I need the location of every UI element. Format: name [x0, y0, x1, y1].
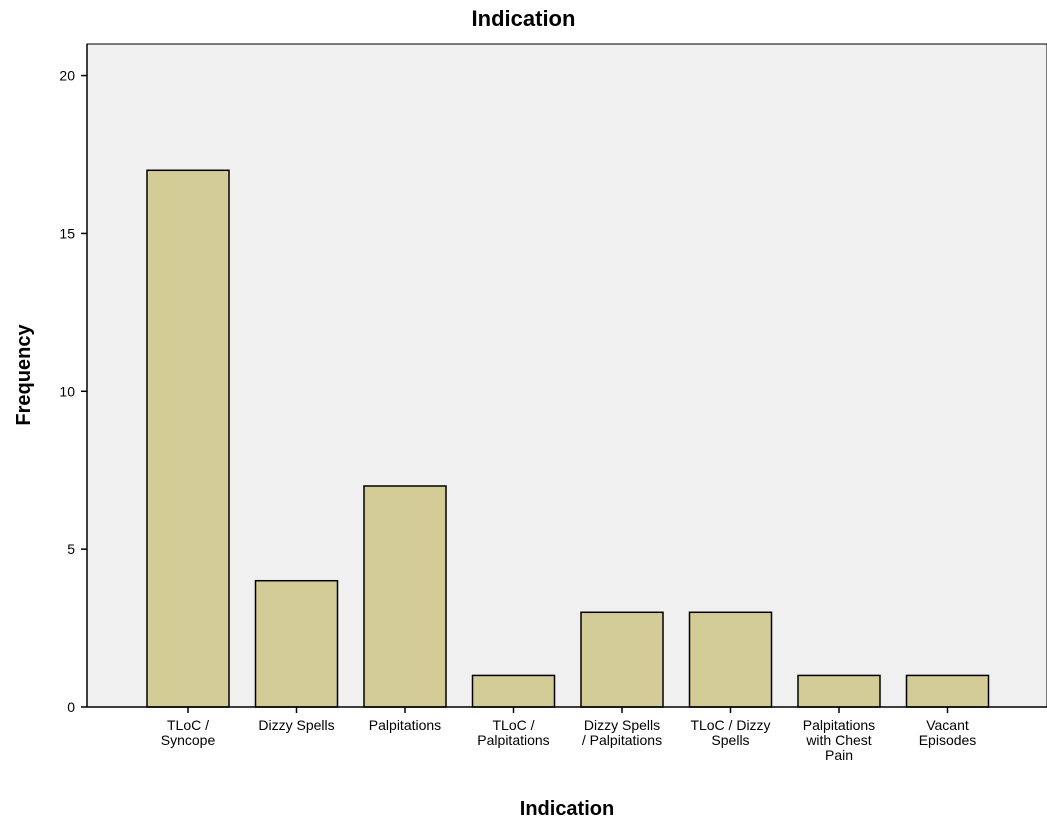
bar-5 — [580, 611, 664, 708]
bar-4 — [471, 674, 556, 708]
bar-6 — [688, 611, 773, 708]
bar-2 — [254, 579, 339, 708]
y-tick-label: 15 — [59, 225, 75, 241]
x-tick-label: Dizzy Spells / Palpitations — [582, 717, 662, 748]
y-tick-label: 0 — [67, 699, 75, 715]
chart-title: Indication — [471, 6, 576, 31]
x-axis: TLoC / Syncope Dizzy Spells Palpitations TLo… — [87, 706, 1047, 763]
x-tick-label: Palpitations with Chest Pain — [803, 717, 875, 763]
y-tick-label: 20 — [59, 68, 75, 84]
bar-7 — [797, 674, 881, 708]
y-tick-label: 5 — [67, 541, 75, 557]
x-tick-label: TLoC / Palpitations — [477, 717, 549, 748]
x-tick-label: TLoC / Dizzy Spells — [690, 717, 770, 748]
x-tick-label: Vacant Episodes — [919, 717, 977, 748]
y-tick-label: 10 — [59, 383, 75, 399]
bar-3 — [363, 485, 447, 708]
x-tick-label: Dizzy Spells — [258, 717, 334, 733]
x-axis-title: Indication — [520, 798, 614, 820]
bars-group — [146, 169, 990, 708]
bar-1 — [146, 169, 230, 708]
y-axis-title: Frequency — [13, 324, 35, 426]
y-axis: 0 5 10 15 20 — [59, 44, 88, 715]
x-tick-label: TLoC / Syncope — [161, 717, 216, 748]
x-tick-label: Palpitations — [369, 717, 441, 733]
bar-8 — [905, 674, 990, 708]
plot-area — [86, 43, 1047, 708]
